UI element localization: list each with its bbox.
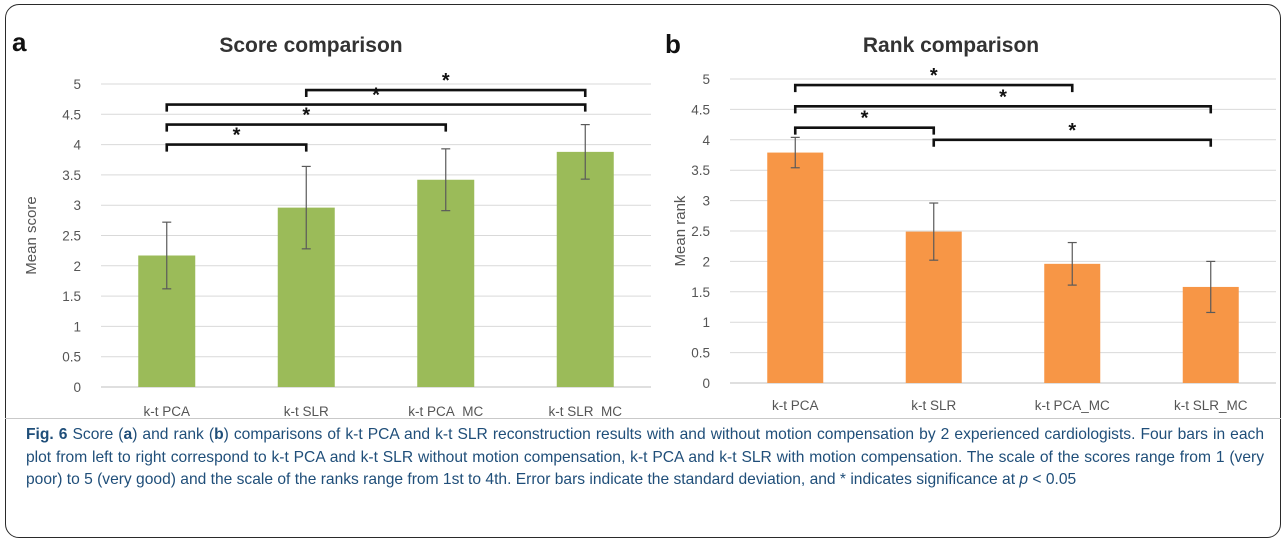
chart-a-x-tick-label: k-t SLR (284, 404, 329, 419)
caption-panel-b: b (214, 426, 224, 443)
chart-b-y-tick-label: 4 (702, 133, 710, 148)
chart-a-bar (417, 179, 475, 387)
chart-a-y-axis-label: Mean score (23, 196, 40, 274)
chart-b-significance-star: * (999, 86, 1007, 108)
chart-a-y-tick-label: 1.5 (62, 289, 81, 304)
chart-a-y-tick-label: 4.5 (62, 107, 81, 122)
chart-a-y-tick-label: 0.5 (62, 350, 81, 365)
chart-b-y-tick-label: 0 (702, 376, 710, 391)
figure-caption: Fig. 6 Score (a) and rank (b) comparison… (26, 424, 1264, 492)
chart-b-y-tick-label: 3.5 (691, 163, 710, 178)
chart-a-significance-bracket (165, 123, 448, 132)
chart-a-panel-letter: a (12, 27, 27, 57)
chart-b-significance-star: * (930, 65, 938, 87)
chart-b-y-axis-label: Mean rank (672, 195, 689, 266)
chart-b-significance-star: * (1068, 120, 1076, 142)
chart-a-x-tick-label: k-t PCA (143, 404, 190, 419)
chart-a-significance-bracket (165, 143, 308, 152)
chart-a-y-tick-label: 5 (73, 77, 81, 92)
caption-p-symbol: p (1019, 471, 1029, 488)
chart-a-significance-star: * (442, 70, 450, 92)
caption-text-4: < 0.05 (1028, 471, 1077, 488)
caption-text-3: ) comparisons of k-t PCA and k-t SLR rec… (26, 426, 1264, 488)
chart-a-y-tick-label: 3.5 (62, 168, 81, 183)
chart-b-y-tick-label: 2.5 (691, 224, 710, 239)
chart-b-significance-bracket (793, 105, 1213, 114)
caption-text-2: ) and rank ( (132, 426, 215, 443)
chart-b-significance-bracket (932, 138, 1213, 147)
chart-b-x-tick-label: k-t SLR (911, 398, 956, 413)
chart-a-y-tick-label: 2 (73, 259, 81, 274)
chart-b-y-tick-label: 3 (702, 194, 710, 209)
chart-b-panel-letter: b (665, 29, 681, 59)
chart-b-y-tick-label: 1.5 (691, 285, 710, 300)
chart-a-significance-bracket (304, 88, 587, 98)
chart-b-significance-star: * (861, 108, 869, 130)
chart-a-significance-star: * (372, 85, 380, 107)
chart-a-y-tick-label: 2.5 (62, 229, 81, 244)
chart-a-x-tick-label: k-t PCA_MC (408, 404, 483, 419)
chart-a-title: Score comparison (219, 34, 402, 57)
chart-b-y-tick-label: 5 (702, 72, 710, 87)
chart-a-y-tick-label: 0 (73, 380, 81, 395)
chart-b-x-tick-label: k-t PCA_MC (1035, 398, 1110, 413)
chart-b-x-tick-label: k-t PCA (772, 398, 819, 413)
caption-panel-a: a (123, 426, 133, 443)
chart-b-significance-bracket (793, 126, 936, 135)
chart-b-y-tick-label: 2 (702, 254, 710, 269)
chart-b-significance-bracket (793, 83, 1074, 93)
caption-divider (5, 418, 1281, 419)
chart-a-y-tick-label: 4 (73, 138, 81, 153)
chart-b-x-tick-label: k-t SLR_MC (1174, 398, 1248, 413)
chart-b-title: Rank comparison (863, 34, 1039, 57)
chart-a-significance-star: * (233, 125, 241, 147)
chart-a-y-tick-label: 3 (73, 198, 81, 213)
chart-b-y-tick-label: 0.5 (691, 346, 710, 361)
chart-a-x-tick-label: k-t SLR_MC (548, 404, 622, 419)
caption-text-1: Score ( (67, 426, 124, 443)
caption-figure-label: Fig. 6 (26, 426, 68, 443)
chart-a-significance-bracket (165, 103, 587, 112)
chart-a-significance-star: * (302, 105, 310, 127)
figure-charts: a Score comparison 0 0.5 1 1.5 2 2.5 3 3.5 4 4.5 5 Me… (12, 27, 1276, 419)
chart-a-bar (556, 151, 614, 387)
chart-b-y-tick-label: 1 (702, 315, 710, 330)
chart-b-bar (767, 152, 824, 383)
chart-b-y-tick-label: 4.5 (691, 102, 710, 117)
chart-a-y-tick-label: 1 (73, 319, 81, 334)
